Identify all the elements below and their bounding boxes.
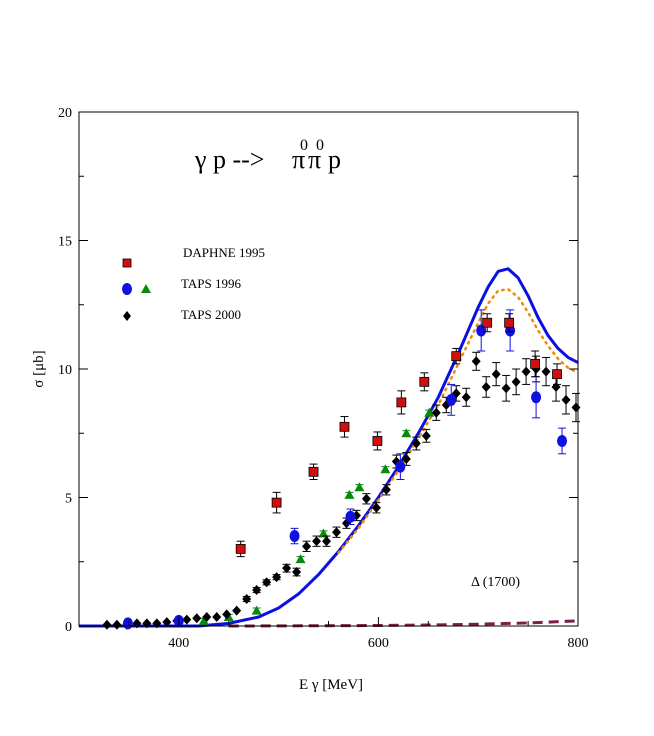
axis-ticks: 400 600 800 0 5 10 15 20 bbox=[58, 106, 589, 651]
daphne-point bbox=[235, 544, 246, 554]
curve-dashed bbox=[228, 619, 579, 628]
taps1996-circle-point bbox=[345, 510, 356, 523]
taps2000-point bbox=[162, 617, 172, 628]
y-tick-label: 10 bbox=[58, 363, 72, 378]
x-tick-label: 600 bbox=[368, 636, 389, 651]
taps2000-point bbox=[312, 536, 322, 547]
taps2000-point bbox=[501, 383, 511, 394]
taps1996-triangle-point bbox=[198, 615, 209, 625]
taps2000-point bbox=[411, 438, 421, 449]
delta-1700-annotation: Δ (1700) bbox=[471, 575, 520, 590]
taps1996-circle-point bbox=[289, 530, 300, 543]
title-pi-1: π bbox=[292, 145, 305, 174]
taps2000-point bbox=[232, 605, 242, 616]
taps1996-circle-point bbox=[446, 393, 457, 406]
taps1996-triangle-point bbox=[295, 554, 306, 564]
legend-label-taps1996: TAPS 1996 bbox=[181, 276, 241, 291]
daphne-point bbox=[419, 376, 430, 387]
taps2000-point bbox=[471, 356, 481, 367]
daphne-point bbox=[372, 436, 383, 446]
title-sup-2: 0 bbox=[316, 137, 324, 154]
legend-marker-taps2000 bbox=[123, 311, 131, 321]
y-tick-label: 5 bbox=[65, 492, 72, 507]
daphne-point bbox=[451, 351, 462, 362]
taps1996-triangle-point bbox=[424, 407, 435, 417]
taps1996-triangle-point bbox=[354, 482, 365, 492]
taps2000-point bbox=[491, 369, 501, 380]
taps2000-point bbox=[521, 366, 531, 377]
daphne-point bbox=[552, 369, 562, 380]
legend-label-daphne: DAPHNE 1995 bbox=[183, 245, 265, 260]
taps1996-circle-point bbox=[122, 617, 133, 630]
model-curves bbox=[79, 267, 580, 628]
title-sup-1: 0 bbox=[300, 137, 308, 154]
daphne-point bbox=[530, 358, 540, 369]
taps2000-point bbox=[282, 563, 292, 574]
legend-marker-taps1996-triangle bbox=[141, 284, 151, 293]
taps1996-triangle-point bbox=[344, 489, 355, 499]
daphne-point bbox=[271, 497, 282, 508]
taps2000-point bbox=[112, 619, 122, 630]
taps1996-circle-point bbox=[531, 391, 542, 404]
taps2000-point bbox=[561, 394, 571, 405]
legend: DAPHNE 1995 TAPS 1996 TAPS 2000 bbox=[122, 245, 265, 322]
taps2000-point bbox=[511, 376, 521, 387]
y-axis-label: σ [μb] bbox=[31, 350, 47, 387]
taps2000-point bbox=[272, 572, 282, 583]
taps2000-point bbox=[481, 381, 491, 392]
taps2000-point bbox=[461, 392, 471, 403]
taps2000-point bbox=[102, 619, 112, 630]
title-pi-2: π bbox=[308, 145, 321, 174]
curve-dotted bbox=[337, 288, 580, 555]
taps1996-triangle-point bbox=[401, 428, 412, 438]
taps2000-point bbox=[302, 541, 312, 552]
taps1996-circle-point bbox=[395, 460, 406, 473]
title-lhs: γ p --> bbox=[194, 145, 264, 174]
legend-label-taps2000: TAPS 2000 bbox=[181, 307, 241, 322]
taps2000-point bbox=[331, 527, 341, 538]
chart-title: γ p --> π 0 π 0 p bbox=[194, 137, 341, 174]
taps2000-point bbox=[361, 493, 371, 504]
taps2000-point bbox=[322, 536, 332, 547]
taps2000-point bbox=[421, 430, 431, 441]
daphne-point bbox=[396, 397, 407, 408]
taps2000-point bbox=[242, 594, 252, 605]
daphne-point bbox=[504, 317, 515, 328]
x-tick-label: 400 bbox=[168, 636, 189, 651]
taps2000-point bbox=[202, 612, 212, 623]
y-tick-label: 15 bbox=[58, 235, 72, 250]
x-axis-label: E γ [MeV] bbox=[299, 677, 363, 693]
taps2000-point bbox=[192, 613, 202, 624]
taps2000-point bbox=[371, 502, 381, 513]
daphne-point bbox=[308, 466, 319, 477]
plot-frame bbox=[78, 111, 579, 627]
title-proton: p bbox=[328, 145, 341, 174]
taps2000-point bbox=[292, 567, 302, 578]
taps2000-point bbox=[252, 585, 262, 596]
taps2000-point bbox=[182, 614, 192, 625]
taps2000-point bbox=[222, 609, 232, 620]
taps2000-point bbox=[551, 381, 561, 392]
taps2000-point bbox=[571, 402, 581, 413]
taps1996-circle-point bbox=[557, 434, 568, 447]
curve-solid bbox=[79, 267, 579, 628]
legend-marker-daphne bbox=[122, 258, 132, 268]
taps2000-point bbox=[541, 366, 551, 377]
taps2000-point bbox=[431, 407, 441, 418]
taps1996-triangle-point bbox=[251, 605, 262, 615]
taps2000-point bbox=[262, 577, 272, 588]
taps2000-point bbox=[381, 484, 391, 495]
taps1996-triangle-point bbox=[318, 528, 329, 538]
x-tick-label: 800 bbox=[568, 636, 589, 651]
y-tick-label: 0 bbox=[65, 620, 72, 635]
taps2000-point bbox=[212, 612, 222, 623]
y-tick-label: 20 bbox=[58, 106, 72, 121]
legend-marker-taps1996-circle bbox=[122, 283, 132, 295]
daphne-point bbox=[482, 317, 493, 328]
daphne-point bbox=[339, 421, 350, 432]
taps1996-triangle-point bbox=[380, 464, 391, 474]
taps2000-point bbox=[401, 453, 411, 464]
